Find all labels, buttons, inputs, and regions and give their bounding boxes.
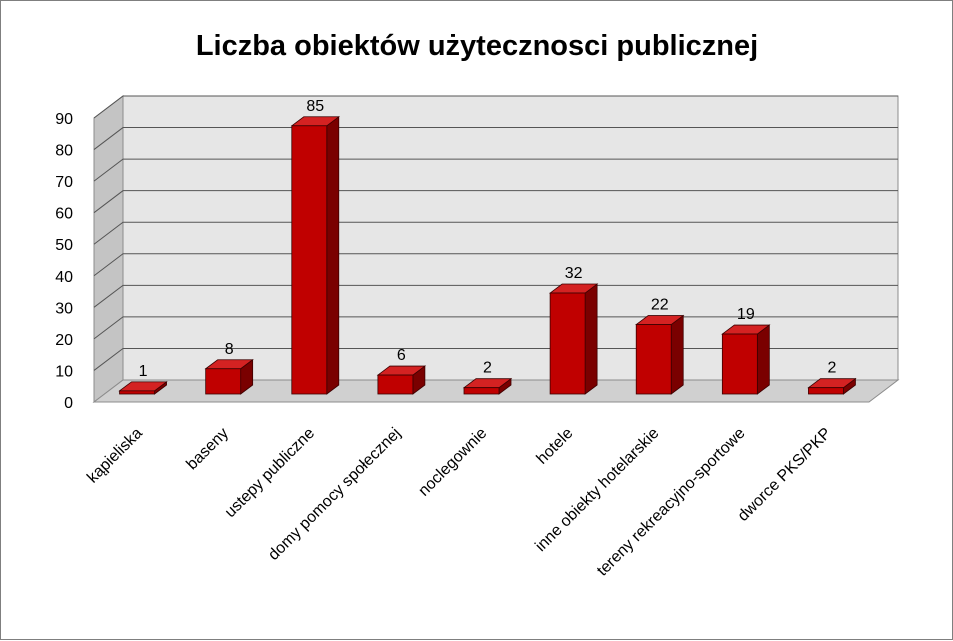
category-label: baseny [183, 425, 232, 474]
y-tick-label: 50 [55, 237, 73, 254]
data-label: 85 [306, 98, 324, 115]
y-tick-label: 70 [55, 174, 73, 191]
category-label: ustepy publiczne [222, 425, 318, 521]
y-tick-label: 20 [55, 332, 73, 349]
bar-side [756, 324, 770, 395]
data-label: 2 [827, 360, 836, 377]
category-label: kąpieliska [84, 425, 146, 487]
bar-side [584, 283, 598, 395]
bar [377, 374, 414, 395]
side-wall [93, 94, 124, 404]
gridline [93, 316, 898, 340]
bar-side [326, 115, 340, 395]
data-label: 2 [483, 360, 492, 377]
y-tick-label: 10 [55, 363, 73, 380]
chart-title: Liczba obiektów użytecznosci publicznej [196, 30, 758, 62]
gridline [93, 253, 898, 277]
bar-side [670, 314, 684, 395]
bar [721, 333, 758, 395]
gridline [93, 284, 898, 308]
category-label: hotele [534, 425, 577, 468]
gridline [93, 221, 898, 245]
bar [549, 292, 586, 395]
category-label: noclegownie [415, 425, 490, 500]
plot-area: 0 10 20 30 40 50 60 70 80 90 1 kąpieliska 8 baseny 85 u… [55, 94, 900, 580]
gridline [93, 95, 898, 119]
data-label: 6 [397, 347, 406, 364]
y-tick-label: 30 [55, 300, 73, 317]
y-tick-label: 90 [55, 111, 73, 128]
gridline [93, 127, 898, 150]
data-label: 19 [737, 306, 755, 323]
y-tick-label: 80 [55, 143, 73, 160]
bar [808, 387, 844, 395]
data-label: 32 [565, 265, 583, 282]
category-label: dworce PKS/PKP [735, 425, 835, 525]
y-tick-label: 60 [55, 206, 73, 223]
bar [635, 324, 672, 395]
bar [205, 368, 242, 395]
back-wall [122, 95, 899, 381]
category-label: tereny rekreacyjno-sportowe [594, 425, 749, 580]
y-tick-label: 40 [55, 269, 73, 286]
bar [463, 387, 500, 395]
data-label: 8 [225, 341, 234, 358]
y-tick-label: 0 [64, 395, 73, 412]
bar [291, 125, 328, 395]
gridline [93, 190, 898, 214]
gridline [93, 158, 898, 182]
bar [119, 390, 155, 395]
data-label: 1 [139, 363, 148, 380]
data-label: 22 [651, 297, 669, 314]
